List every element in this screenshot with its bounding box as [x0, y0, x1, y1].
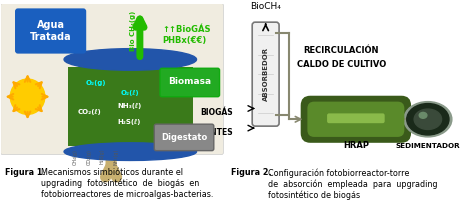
Ellipse shape — [414, 109, 442, 129]
Text: Mecanismos simbióticos durante el
upgrading  fotosintético  de  biogás  en
fotob: Mecanismos simbióticos durante el upgrad… — [41, 168, 213, 199]
Text: O₂(ℓ): O₂(ℓ) — [121, 90, 139, 96]
Text: NH₃(g): NH₃(g) — [113, 149, 118, 165]
Text: Digestato: Digestato — [161, 133, 207, 142]
Text: NH₃(ℓ): NH₃(ℓ) — [118, 103, 142, 110]
FancyBboxPatch shape — [252, 22, 279, 126]
Ellipse shape — [419, 112, 427, 118]
Text: ABSORBEDOR: ABSORBEDOR — [263, 47, 269, 101]
FancyBboxPatch shape — [327, 113, 385, 123]
Text: H₂S(ℓ): H₂S(ℓ) — [118, 119, 141, 125]
Ellipse shape — [407, 104, 449, 135]
Text: NUTRIENTES: NUTRIENTES — [178, 128, 233, 137]
FancyBboxPatch shape — [160, 68, 219, 97]
Text: CH₄(g): CH₄(g) — [73, 149, 78, 165]
Text: CO₂(g): CO₂(g) — [87, 149, 91, 165]
Text: RECIRCULACIÓN: RECIRCULACIÓN — [304, 46, 379, 55]
Text: Figura 2.: Figura 2. — [231, 168, 272, 177]
Circle shape — [10, 79, 45, 114]
Text: CALDO DE CULTIVO: CALDO DE CULTIVO — [297, 60, 386, 69]
Text: HRAP: HRAP — [343, 141, 369, 150]
Ellipse shape — [64, 143, 197, 160]
FancyBboxPatch shape — [154, 124, 214, 151]
Text: ↑↑BioGÁS
PHBx(€€): ↑↑BioGÁS PHBx(€€) — [162, 25, 210, 44]
Text: Bio CH₄(g): Bio CH₄(g) — [130, 11, 137, 51]
Text: Configuración fotobiorreactor-torre
de  absorción  empleada  para  upgrading
fot: Configuración fotobiorreactor-torre de a… — [267, 168, 437, 200]
FancyBboxPatch shape — [301, 96, 411, 143]
Text: Biomasa: Biomasa — [168, 77, 211, 86]
Text: Figura 1.: Figura 1. — [6, 168, 46, 177]
Bar — [68, 67, 193, 146]
Text: SEDIMENTADOR: SEDIMENTADOR — [396, 143, 460, 149]
Text: BioCH₄: BioCH₄ — [250, 2, 281, 11]
Text: CO₂(ℓ): CO₂(ℓ) — [77, 109, 101, 115]
Ellipse shape — [404, 102, 452, 137]
Text: H₂S(g): H₂S(g) — [100, 149, 105, 164]
FancyBboxPatch shape — [308, 102, 404, 137]
Text: BIOGÁS: BIOGÁS — [201, 108, 233, 117]
Text: Agua
Tratada: Agua Tratada — [30, 20, 72, 42]
FancyBboxPatch shape — [0, 4, 223, 155]
FancyBboxPatch shape — [16, 9, 85, 53]
Ellipse shape — [64, 49, 197, 70]
Text: O₂(g): O₂(g) — [85, 80, 106, 86]
